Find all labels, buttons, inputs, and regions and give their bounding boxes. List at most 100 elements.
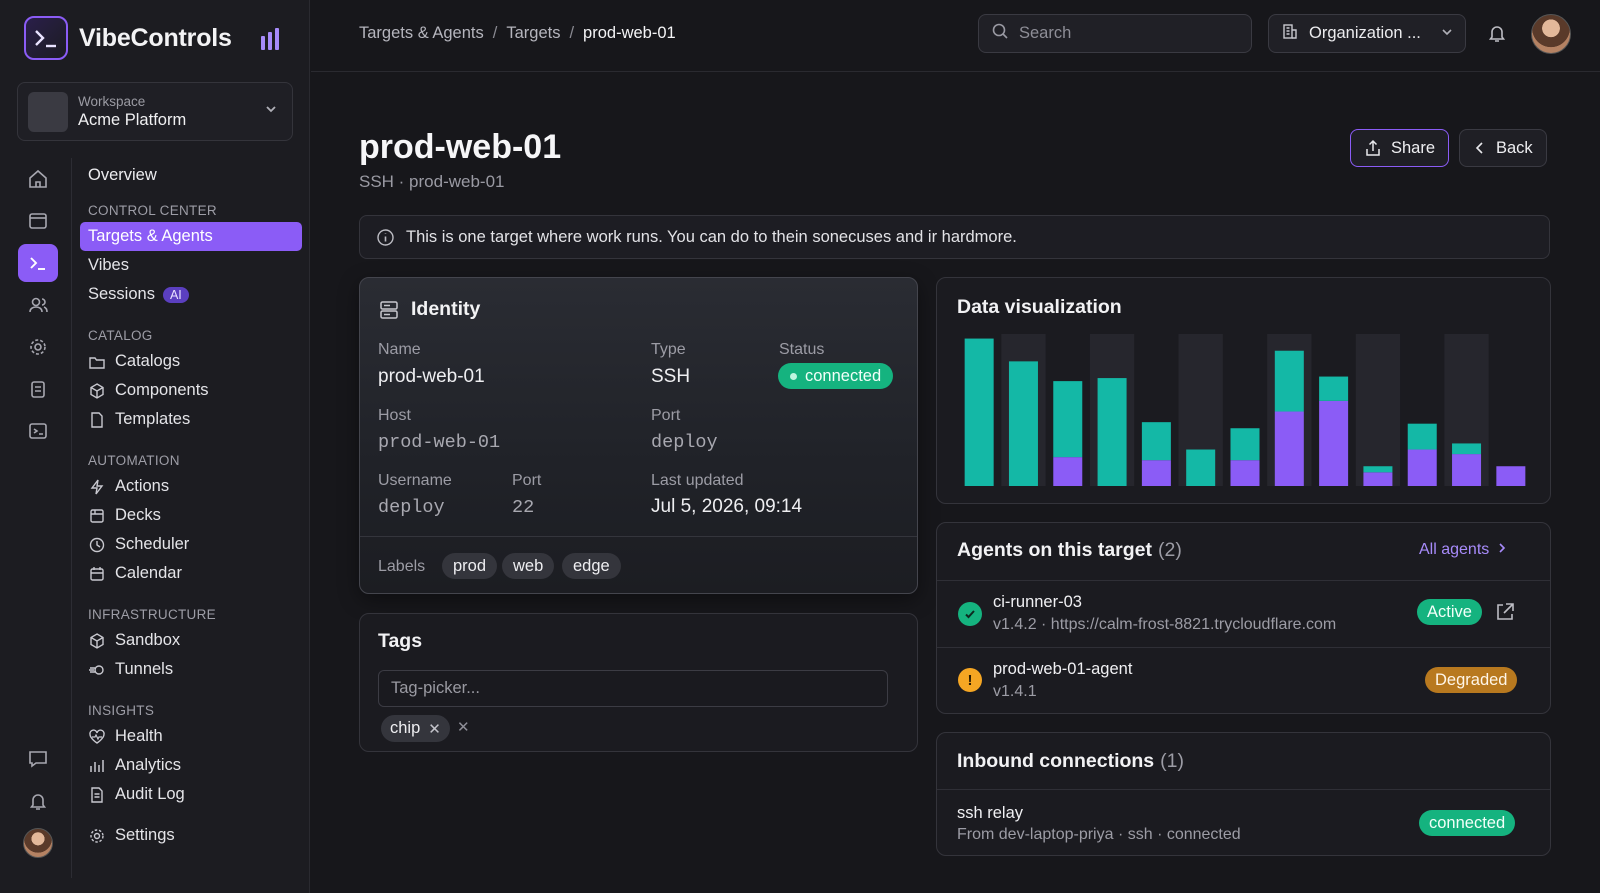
ai-badge: AI [162, 286, 189, 303]
share-button[interactable]: Share [1350, 129, 1450, 167]
sidebar-item-settings[interactable]: Settings [80, 821, 302, 850]
logo[interactable]: VibeControls [24, 16, 232, 60]
search-input[interactable] [1019, 24, 1239, 43]
chat-icon[interactable] [18, 740, 58, 778]
chart-bar-4-series-2[interactable] [1097, 378, 1127, 486]
chart-bar-10-series-1[interactable] [1363, 472, 1393, 486]
agent-name-ci-runner[interactable]: ci-runner-03 [993, 593, 1082, 611]
chart-bar-5-series-2[interactable] [1141, 422, 1171, 461]
connection-status-badge: connected [1419, 810, 1516, 836]
users-icon[interactable] [18, 286, 58, 324]
inbound-title: Inbound connections (1) [957, 750, 1184, 773]
chart-bar-7-series-1[interactable] [1230, 460, 1260, 486]
breadcrumb-targets-agents[interactable]: Targets & Agents [359, 24, 484, 42]
sidebar-item-actions[interactable]: Actions [80, 472, 302, 501]
host-label: Host [378, 407, 411, 424]
viz-title: Data visualization [957, 296, 1122, 318]
calendar-icon [88, 565, 106, 583]
user-avatar[interactable] [23, 828, 53, 858]
chart-bar-1-series-2[interactable] [964, 338, 994, 486]
breadcrumb-current: prod-web-01 [583, 24, 676, 42]
inbound-title-text: Inbound connections [957, 750, 1155, 772]
chart-bar-3-series-2[interactable] [1053, 381, 1083, 458]
chart-bar-2-series-2[interactable] [1008, 361, 1038, 486]
chart-bar-11-series-2[interactable] [1407, 423, 1437, 450]
agent-name-prod-web[interactable]: prod-web-01-agent [993, 660, 1133, 678]
username-value: deploy [378, 497, 445, 518]
labels-label: Labels [378, 558, 426, 575]
chart-bar-9-series-1[interactable] [1319, 400, 1349, 486]
label-chip-edge[interactable]: edge [562, 553, 621, 579]
console-icon[interactable] [18, 412, 58, 450]
sidebar-item-sandbox[interactable]: Sandbox [80, 626, 302, 655]
chart-bar-8-series-2[interactable] [1274, 350, 1304, 412]
bell-icon[interactable] [18, 782, 58, 820]
sidebar-item-label: Components [115, 381, 209, 399]
sidebar-item-tunnels[interactable]: Tunnels [80, 655, 302, 684]
name-label: Name [378, 341, 421, 358]
sidebar-item-components[interactable]: Components [80, 376, 302, 405]
sidebar-item-health[interactable]: Health [80, 722, 302, 751]
notifications-bell-icon[interactable] [1486, 22, 1508, 49]
profile-avatar[interactable] [1531, 14, 1571, 54]
rail-bottom [18, 740, 60, 858]
sidebar-item-audit-log[interactable]: Audit Log [80, 780, 302, 809]
gear-icon [88, 827, 106, 845]
home-icon[interactable] [18, 160, 58, 198]
sidebar-item-scheduler[interactable]: Scheduler [80, 530, 302, 559]
file-icon [88, 786, 106, 804]
tag-chip[interactable]: chip ✕ [381, 715, 450, 742]
sidebar-item-vibes[interactable]: Vibes [80, 251, 302, 280]
chart-bar-7-series-2[interactable] [1230, 428, 1260, 461]
close-icon[interactable]: ✕ [428, 720, 441, 738]
clipboard-icon[interactable] [18, 370, 58, 408]
identity-divider [360, 536, 917, 537]
sidebar-item-analytics[interactable]: Analytics [80, 751, 302, 780]
back-button[interactable]: Back [1459, 129, 1547, 167]
external-link-icon[interactable] [1494, 601, 1516, 628]
search-box[interactable] [978, 14, 1252, 53]
sidebar-item-templates[interactable]: Templates [80, 405, 302, 434]
sidebar-item-calendar[interactable]: Calendar [80, 559, 302, 588]
tag-picker-input[interactable] [391, 679, 871, 698]
chart-bar-10-series-2[interactable] [1363, 466, 1393, 473]
type-value: SSH [651, 366, 691, 387]
tag-picker[interactable] [378, 670, 888, 707]
label-chip-prod[interactable]: prod [442, 553, 498, 579]
sidebar-item-label: Actions [115, 477, 170, 495]
chart-bar-8-series-1[interactable] [1274, 411, 1304, 486]
share-label: Share [1391, 138, 1436, 157]
sidebar-item-catalogs[interactable]: Catalogs [80, 347, 302, 376]
sidebar-toggle-icon[interactable] [261, 28, 279, 50]
terminal-icon[interactable] [18, 244, 58, 282]
workspace-switcher[interactable]: Workspace Acme Platform [17, 82, 293, 141]
sidebar-item-decks[interactable]: Decks [80, 501, 302, 530]
sidebar-item-targets-agents[interactable]: Targets & Agents [80, 222, 302, 251]
chart-bar-12-series-2[interactable] [1452, 443, 1482, 455]
agents-title-text: Agents on this target [957, 539, 1153, 561]
chart-bar-9-series-2[interactable] [1319, 376, 1349, 401]
all-agents-link[interactable]: All agents [1419, 541, 1507, 559]
chart-bar-5-series-1[interactable] [1141, 460, 1171, 486]
chart-bar-6-series-2[interactable] [1186, 449, 1216, 486]
agents-title: Agents on this target (2) [957, 539, 1182, 562]
browser-icon[interactable] [18, 202, 58, 240]
connection-name[interactable]: ssh relay [957, 804, 1024, 822]
username-label: Username [378, 472, 452, 489]
chart-bar-3-series-1[interactable] [1053, 457, 1083, 486]
label-chip-web[interactable]: web [502, 553, 555, 579]
identity-header: Identity [378, 298, 480, 321]
sidebar-item-overview[interactable]: Overview [88, 165, 157, 184]
info-text: This is one target where work runs. You … [406, 227, 1017, 246]
chart-bar-13-series-1[interactable] [1496, 466, 1526, 486]
sidebar-item-label: Templates [115, 410, 191, 428]
chart-bar-11-series-1[interactable] [1407, 449, 1437, 486]
chart-band [1355, 334, 1401, 486]
gear-icon[interactable] [18, 328, 58, 366]
chart-bar-12-series-1[interactable] [1452, 454, 1482, 486]
share-icon [1364, 139, 1382, 157]
breadcrumb-targets[interactable]: Targets [506, 24, 561, 42]
sidebar-item-sessions[interactable]: Sessions AI [80, 280, 302, 309]
organization-switcher[interactable]: Organization ... [1268, 14, 1466, 53]
clear-icon[interactable]: ✕ [457, 719, 470, 736]
